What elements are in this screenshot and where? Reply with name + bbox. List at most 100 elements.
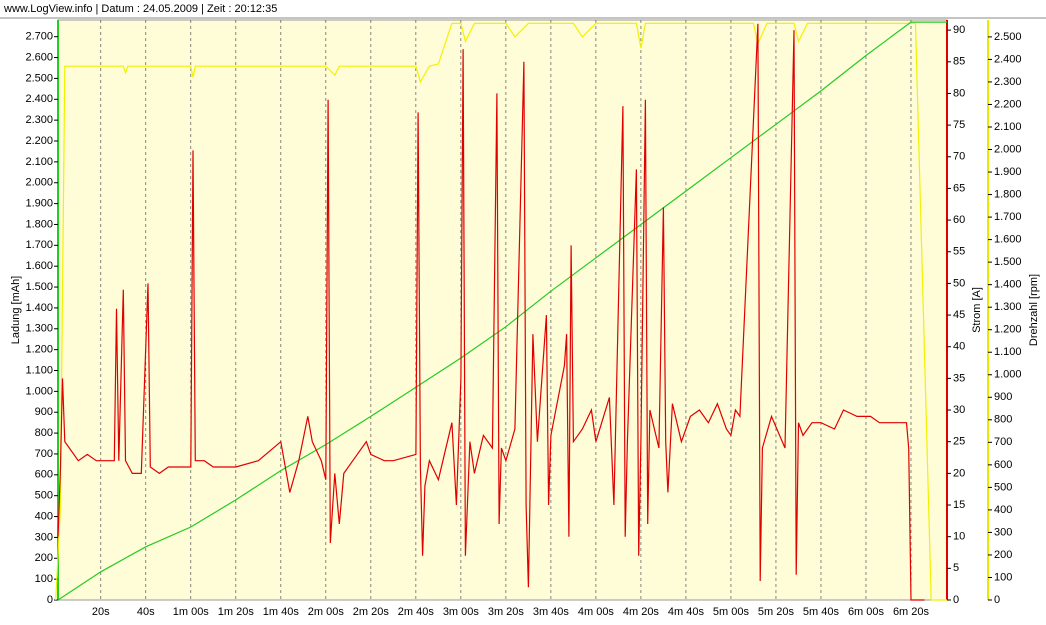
x-tick-label: 1m 20s: [218, 606, 255, 618]
y3-tick-label: 2.500: [994, 31, 1022, 43]
x-tick-label: 1m 00s: [173, 606, 210, 618]
y-tick-label: 100: [35, 573, 53, 585]
y-tick-label: 1.900: [25, 198, 53, 210]
plot-area: [57, 19, 948, 601]
y3-tick-label: 2.400: [994, 53, 1022, 65]
y2-tick-label: 50: [953, 277, 965, 289]
y-tick-label: 1.700: [25, 239, 53, 251]
y2-tick-label: 20: [953, 467, 965, 479]
y3-tick-label: 1.900: [994, 166, 1022, 178]
x-tick-label: 20s: [92, 606, 110, 618]
x-tick-label: 3m 40s: [533, 606, 570, 618]
x-tick-label: 4m 20s: [623, 606, 660, 618]
y-tick-label: 2.700: [25, 31, 53, 43]
y-tick-label: 1.300: [25, 323, 53, 335]
y-tick-label: 500: [35, 490, 53, 502]
y3-tick-label: 1.800: [994, 188, 1022, 200]
x-tick-label: 3m 00s: [443, 606, 480, 618]
y2-tick-label: 30: [953, 404, 965, 416]
series-line: [57, 21, 947, 601]
y3-tick-label: 100: [994, 571, 1012, 583]
y3-tick-label: 1.300: [994, 301, 1022, 313]
y3-tick-label: 300: [994, 526, 1012, 538]
y-tick-label: 800: [35, 427, 53, 439]
y3-tick-label: 400: [994, 504, 1012, 516]
y-tick-label: 2.100: [25, 156, 53, 168]
y3-tick-label: 2.300: [994, 76, 1022, 88]
y-tick-label: 2.600: [25, 51, 53, 63]
y2-tick-label: 55: [953, 246, 965, 258]
y2-tick-label: 80: [953, 87, 965, 99]
y3-tick-label: 1.000: [994, 369, 1022, 381]
y3-axis-title: Drehzahl [rpm]: [1028, 274, 1040, 346]
header: www.LogView.info | Datum : 24.05.2009 | …: [3, 3, 277, 15]
y3-tick-label: 800: [994, 414, 1012, 426]
y2-tick-label: 10: [953, 531, 965, 543]
y-tick-label: 700: [35, 448, 53, 460]
y3-tick-label: 1.500: [994, 256, 1022, 268]
y3-tick-label: 1.100: [994, 346, 1022, 358]
y2-tick-label: 0: [953, 594, 959, 606]
y-tick-label: 600: [35, 469, 53, 481]
y2-tick-label: 40: [953, 341, 965, 353]
x-tick-label: 2m 40s: [398, 606, 435, 618]
x-tick-label: 2m 00s: [308, 606, 345, 618]
y3-tick-label: 900: [994, 391, 1012, 403]
x-tick-label: 4m 00s: [578, 606, 615, 618]
y3-tick-label: 1.400: [994, 279, 1022, 291]
y2-tick-label: 25: [953, 436, 965, 448]
y-tick-label: 0: [47, 594, 53, 606]
y3-tick-label: 700: [994, 436, 1012, 448]
y3-tick-label: 1.600: [994, 234, 1022, 246]
y-tick-label: 1.600: [25, 260, 53, 272]
series-line: [55, 22, 947, 601]
x-tick-label: 6m 20s: [893, 606, 930, 618]
y2-tick-label: 15: [953, 499, 965, 511]
y2-axis-title: Strom [A]: [971, 287, 983, 333]
y-tick-label: 2.500: [25, 72, 53, 84]
y3-tick-label: 0: [994, 594, 1000, 606]
x-tick-label: 5m 40s: [803, 606, 840, 618]
y-tick-label: 2.200: [25, 135, 53, 147]
y2-tick-label: 35: [953, 372, 965, 384]
y2-tick-label: 70: [953, 151, 965, 163]
y3-tick-label: 1.200: [994, 324, 1022, 336]
x-tick-label: 5m 20s: [758, 606, 795, 618]
y-tick-label: 1.200: [25, 344, 53, 356]
y2-tick-label: 5: [953, 562, 959, 574]
y3-tick-label: 2.000: [994, 143, 1022, 155]
y3-tick-label: 1.700: [994, 211, 1022, 223]
y3-tick-label: 500: [994, 481, 1012, 493]
y-tick-label: 1.800: [25, 218, 53, 230]
x-tick-label: 6m 00s: [848, 606, 885, 618]
series-line: [57, 23, 925, 601]
y-tick-label: 2.300: [25, 114, 53, 126]
y3-tick-label: 2.100: [994, 121, 1022, 133]
y2-tick-label: 85: [953, 56, 965, 68]
y2-tick-label: 90: [953, 24, 965, 36]
x-tick-label: 3m 20s: [488, 606, 525, 618]
y-tick-label: 2.400: [25, 93, 53, 105]
x-tick-label: 5m 00s: [713, 606, 750, 618]
y-tick-label: 400: [35, 510, 53, 522]
y2-tick-label: 60: [953, 214, 965, 226]
y-tick-label: 900: [35, 406, 53, 418]
y2-tick-label: 65: [953, 182, 965, 194]
y-tick-label: 300: [35, 531, 53, 543]
x-tick-label: 1m 40s: [263, 606, 300, 618]
y-tick-label: 1.100: [25, 364, 53, 376]
y-tick-label: 200: [35, 552, 53, 564]
x-tick-label: 40s: [137, 606, 155, 618]
y-tick-label: 2.000: [25, 177, 53, 189]
y2-tick-label: 45: [953, 309, 965, 321]
y3-tick-label: 200: [994, 549, 1012, 561]
y-tick-label: 1.400: [25, 302, 53, 314]
x-tick-label: 2m 20s: [353, 606, 390, 618]
y-tick-label: 1.500: [25, 281, 53, 293]
x-tick-label: 4m 40s: [668, 606, 705, 618]
y3-tick-label: 2.200: [994, 98, 1022, 110]
y-axis-title: Ladung [mAh]: [10, 276, 22, 345]
y3-tick-label: 600: [994, 459, 1012, 471]
y-tick-label: 1.000: [25, 385, 53, 397]
